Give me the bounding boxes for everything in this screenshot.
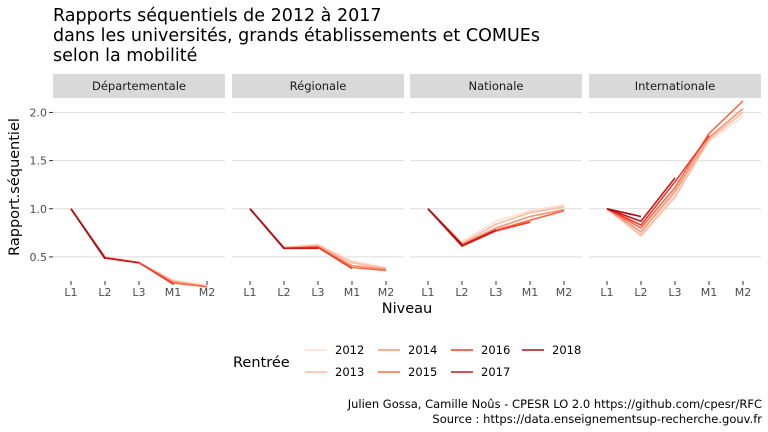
caption-credits: Julien Gossa, Camille Noûs - CPESR LO 2.… (347, 397, 762, 411)
facet-strip (589, 74, 761, 98)
facet-strip (53, 74, 225, 98)
x-tick-label: L3 (311, 286, 324, 299)
series-line-2014 (70, 208, 208, 288)
facet-panel: Départementale L1 L2 L3 M1 M2 (53, 74, 225, 299)
series-line-2013 (249, 208, 387, 270)
facet-panels: Départementale L1 L2 L3 M1 M2 Régionale L1 L2 L3 M… (53, 74, 761, 299)
facet-strip (232, 74, 404, 98)
facet-panel: Régionale L1 L2 L3 M1 M2 (232, 74, 404, 299)
y-tick-label: 1.0 (30, 203, 48, 216)
series-line-2015 (70, 208, 208, 288)
series-line-2018 (427, 208, 463, 245)
chart-title-line-3: selon la mobilité (53, 46, 197, 66)
x-tick-label: M2 (378, 286, 395, 299)
legend-label-2013: 2013 (335, 365, 364, 379)
legend-label-2017: 2017 (481, 365, 510, 379)
y-tick-label: 2.0 (30, 106, 48, 119)
chart-title: Rapports séquentiels de 2012 à 2017 dans… (53, 6, 540, 66)
x-tick-label: L1 (243, 286, 256, 299)
series-line-2017 (249, 208, 318, 250)
legend-label-2012: 2012 (335, 343, 364, 357)
series-line-2016 (606, 135, 710, 226)
x-tick-label: L1 (421, 286, 434, 299)
x-tick-label: L2 (277, 286, 290, 299)
series-line-2013 (70, 208, 208, 287)
series-line-2018 (606, 208, 642, 218)
legend: Rentrée 2012 2013 2014 2015 2016 2017 2018 (233, 343, 581, 379)
x-tick-label: L3 (489, 286, 502, 299)
series-line-2014 (427, 208, 565, 246)
legend-label-2014: 2014 (408, 343, 437, 357)
caption-source: Source : https://data.enseignementsup-re… (432, 412, 762, 426)
x-tick-label: M1 (701, 286, 718, 299)
x-tick-label: L2 (98, 286, 111, 299)
x-tick-label: L2 (634, 286, 647, 299)
x-tick-label: M2 (735, 286, 752, 299)
series-line-2016 (249, 208, 353, 270)
x-tick-label: L3 (132, 286, 145, 299)
chart-title-line-2: dans les universités, grands établisseme… (53, 26, 540, 46)
facet-panel: Internationale L1 L2 L3 M1 M2 (589, 74, 761, 299)
series-line-2018 (70, 208, 106, 260)
series-line-2016 (427, 208, 531, 248)
y-axis-title: Rapport.séquentiel (7, 118, 23, 256)
y-tick-label: 1.5 (30, 155, 48, 168)
facet-strip-label: Départementale (92, 79, 186, 93)
series-line-2014 (606, 107, 744, 233)
facet-strip-label: Nationale (469, 79, 524, 93)
y-axis: 0.5 1.0 1.5 2.0 (30, 106, 53, 264)
series-line-2012 (606, 115, 744, 235)
x-tick-label: L1 (64, 286, 77, 299)
legend-title: Rentrée (233, 355, 290, 371)
facet-panel: Nationale L1 L2 L3 M1 M2 (410, 74, 582, 299)
facet-strip (410, 74, 582, 98)
series-line-2013 (427, 206, 565, 245)
y-tick-label: 0.5 (30, 251, 48, 264)
legend-label-2018: 2018 (552, 343, 581, 357)
x-tick-label: M1 (522, 286, 539, 299)
x-tick-label: M1 (344, 286, 361, 299)
legend-label-2015: 2015 (408, 365, 437, 379)
x-tick-label: L2 (455, 286, 468, 299)
x-tick-label: L1 (600, 286, 613, 299)
facet-strip-label: Régionale (290, 79, 347, 93)
series-line-2017 (70, 208, 140, 264)
caption: Julien Gossa, Camille Noûs - CPESR LO 2.… (347, 397, 763, 426)
series-line-2014 (249, 208, 387, 271)
series-line-2015 (249, 208, 387, 272)
series-line-2012 (427, 204, 565, 243)
series-line-2012 (249, 208, 387, 269)
facet-strip-label: Internationale (635, 79, 715, 93)
series-line-2017 (606, 177, 676, 223)
x-tick-label: L3 (668, 286, 681, 299)
series-line-2013 (606, 111, 744, 237)
x-tick-label: M2 (199, 286, 216, 299)
x-tick-label: M1 (165, 286, 182, 299)
series-line-2018 (249, 208, 285, 249)
x-axis-title: Niveau (382, 301, 432, 317)
series-line-2015 (606, 100, 744, 229)
legend-label-2016: 2016 (481, 343, 510, 357)
chart-title-line-1: Rapports séquentiels de 2012 à 2017 (53, 6, 382, 26)
series-line-2012 (70, 208, 208, 287)
x-tick-label: M2 (556, 286, 573, 299)
